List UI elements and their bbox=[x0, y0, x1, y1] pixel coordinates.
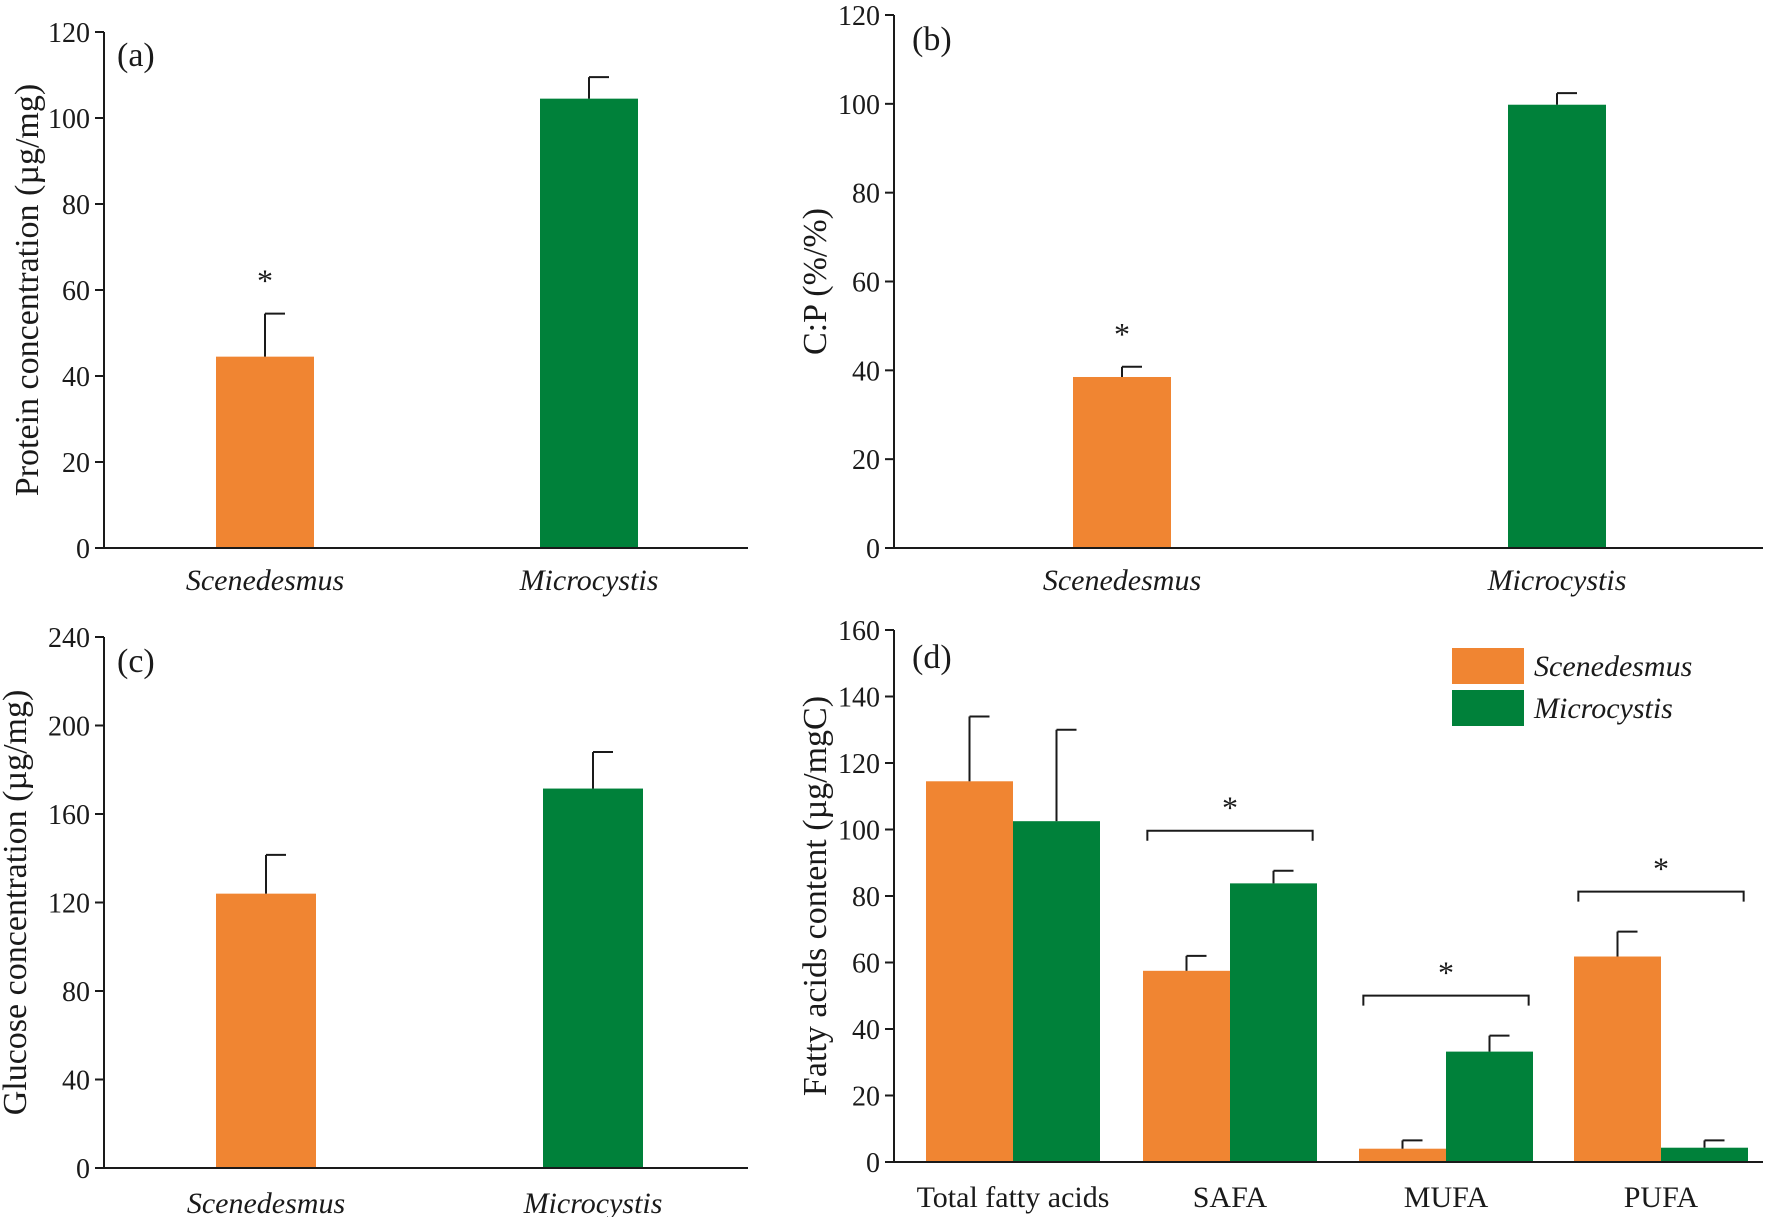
significance-bracket-2 bbox=[1362, 994, 1530, 1006]
bar-microcystis-1 bbox=[1230, 883, 1317, 1162]
significance-star-0: * bbox=[1114, 316, 1130, 352]
bar-scenedesmus-0 bbox=[926, 781, 1013, 1162]
bar-scenedesmus bbox=[216, 356, 314, 548]
y-tick-label: 160 bbox=[48, 800, 90, 831]
bar-scenedesmus bbox=[1073, 376, 1171, 548]
panel-label: (d) bbox=[912, 639, 952, 676]
y-tick-label: 100 bbox=[48, 104, 90, 135]
bar-scenedesmus-3 bbox=[1574, 956, 1661, 1162]
category-label-1: Microcystis bbox=[1487, 564, 1627, 597]
y-tick-label: 80 bbox=[852, 882, 880, 913]
bar-microcystis-0 bbox=[1013, 821, 1100, 1162]
panel-label: (b) bbox=[912, 21, 952, 58]
y-tick-label: 0 bbox=[76, 1154, 90, 1185]
bar-microcystis-3 bbox=[1661, 1147, 1748, 1162]
y-tick-label: 40 bbox=[852, 356, 880, 387]
y-axis-title: Glucose concentration (µg/mg) bbox=[0, 690, 34, 1116]
y-tick-label: 20 bbox=[62, 448, 90, 479]
y-tick-label: 120 bbox=[838, 749, 880, 780]
y-tick-label: 80 bbox=[852, 179, 880, 210]
y-tick-label: 240 bbox=[48, 623, 90, 654]
panel-c-chart: Scenedesmus Microcystis 0 40 80 120 160 200 240 G… bbox=[0, 623, 748, 1217]
y-tick-label: 40 bbox=[852, 1015, 880, 1046]
y-tick-label: 120 bbox=[48, 889, 90, 920]
significance-bracket-3 bbox=[1577, 890, 1745, 902]
y-tick-label: 80 bbox=[62, 977, 90, 1008]
y-tick-label: 0 bbox=[866, 534, 880, 565]
bar-microcystis bbox=[543, 788, 643, 1168]
panel-label: (a) bbox=[117, 37, 155, 74]
significance-star-1: * bbox=[1222, 790, 1238, 826]
y-tick-label: 160 bbox=[838, 616, 880, 647]
legend-swatch-microcystis bbox=[1452, 690, 1524, 726]
y-axis-title: Protein concentration (µg/mg) bbox=[9, 84, 46, 496]
category-label-3: PUFA bbox=[1624, 1181, 1699, 1214]
category-label-1: Microcystis bbox=[519, 564, 659, 597]
y-axis-title: Fatty acids content (µg/mgC) bbox=[797, 696, 834, 1096]
y-axis-title: C:P (%/%) bbox=[797, 208, 834, 355]
y-tick-label: 140 bbox=[838, 683, 880, 714]
category-label-0: Scenedesmus bbox=[187, 1187, 345, 1217]
y-tick-label: 0 bbox=[866, 1148, 880, 1179]
category-label-0: Scenedesmus bbox=[1043, 564, 1201, 597]
legend-label-scenedesmus: Scenedesmus bbox=[1534, 650, 1692, 683]
bar-scenedesmus bbox=[216, 893, 316, 1168]
significance-star-0: * bbox=[257, 263, 273, 299]
legend-swatch-scenedesmus bbox=[1452, 648, 1524, 684]
panel-d-chart: Total fatty acids * SAFA * MUFA * PUFA 0 20 40 60 8… bbox=[797, 616, 1763, 1214]
y-tick-label: 80 bbox=[62, 190, 90, 221]
y-tick-label: 60 bbox=[852, 949, 880, 980]
bar-microcystis bbox=[1508, 104, 1606, 548]
category-label-1: SAFA bbox=[1193, 1181, 1268, 1214]
y-tick-label: 20 bbox=[852, 1082, 880, 1113]
y-tick-label: 100 bbox=[838, 90, 880, 121]
panel-b-chart: * Scenedesmus Microcystis 0 20 40 60 80 100 120 C:… bbox=[797, 1, 1763, 597]
bar-microcystis-2 bbox=[1446, 1051, 1533, 1162]
y-tick-label: 20 bbox=[852, 445, 880, 476]
category-label-0: Total fatty acids bbox=[917, 1181, 1110, 1214]
category-label-2: MUFA bbox=[1404, 1181, 1489, 1214]
y-tick-label: 40 bbox=[62, 1066, 90, 1097]
bar-microcystis bbox=[540, 98, 638, 549]
category-label-0: Scenedesmus bbox=[186, 564, 344, 597]
bar-scenedesmus-1 bbox=[1143, 970, 1230, 1162]
legend-label-microcystis: Microcystis bbox=[1533, 692, 1673, 725]
panel-a-chart: * Scenedesmus Microcystis 0 20 40 60 80 100 120 Pr… bbox=[9, 18, 748, 597]
y-tick-label: 120 bbox=[838, 1, 880, 32]
y-tick-label: 200 bbox=[48, 712, 90, 743]
panel-label: (c) bbox=[117, 643, 155, 680]
y-tick-label: 60 bbox=[852, 268, 880, 299]
y-tick-label: 100 bbox=[838, 816, 880, 847]
y-tick-label: 60 bbox=[62, 276, 90, 307]
y-tick-label: 0 bbox=[76, 534, 90, 565]
significance-star-3: * bbox=[1653, 851, 1669, 887]
significance-star-2: * bbox=[1438, 955, 1454, 991]
y-tick-label: 40 bbox=[62, 362, 90, 393]
bar-scenedesmus-2 bbox=[1359, 1148, 1446, 1162]
category-label-1: Microcystis bbox=[523, 1187, 663, 1217]
significance-bracket-1 bbox=[1146, 829, 1314, 841]
y-tick-label: 120 bbox=[48, 18, 90, 49]
